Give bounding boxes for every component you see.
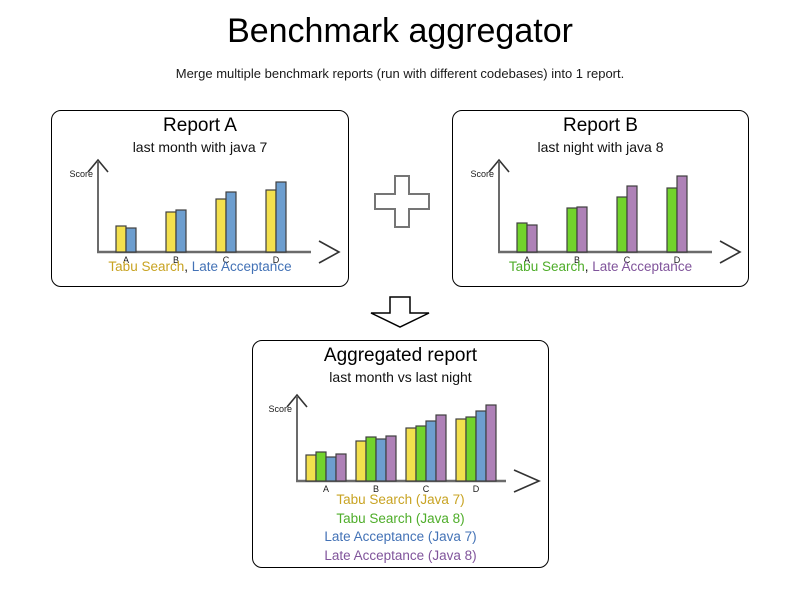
x-tick-b: B <box>574 255 580 265</box>
bar-late-acceptance-c <box>225 191 237 253</box>
bar-tabu-search-java-8-c <box>415 425 427 482</box>
bar-tabu-search-java-8-a <box>315 451 327 482</box>
x-tick-c: C <box>624 255 631 265</box>
bar-late-acceptance-a <box>526 224 538 253</box>
bar-chart-canvas: Score A B C D <box>69 158 341 265</box>
bar-tabu-search-a <box>115 225 127 253</box>
bar-late-acceptance-java-7-c <box>425 420 437 482</box>
y-axis-label: Score <box>268 404 292 414</box>
legend-separator: , <box>184 259 192 274</box>
aggregated-report-title: Aggregated report <box>323 345 478 366</box>
bar-chart-canvas: Score A B C D <box>470 158 742 265</box>
bar-tabu-search-java-7-b <box>355 440 367 482</box>
report-a-chart: Score A B C D <box>58 157 344 274</box>
x-tick-b: B <box>173 255 179 265</box>
legend-item-late-acceptance: Late Acceptance <box>191 259 292 274</box>
bar-late-acceptance-c <box>626 185 638 253</box>
legend-item-late-acceptance-java-7: Late Acceptance (Java 7) <box>324 529 477 544</box>
bar-late-acceptance-d <box>275 181 287 253</box>
y-axis-arrow-icon <box>87 158 109 173</box>
x-axis-arrow-icon <box>318 240 341 264</box>
y-axis-label: Score <box>470 169 494 179</box>
aggregated-report-chart: Score A B C D <box>259 391 545 511</box>
page-title: Benchmark aggregator <box>227 12 573 50</box>
aggregated-report-subtitle: last month vs last night <box>329 369 472 385</box>
bar-tabu-search-java-8-d <box>465 416 477 482</box>
bar-late-acceptance-a <box>125 227 137 253</box>
legend-item-tabu-search: Tabu Search <box>108 259 185 274</box>
x-tick-d: D <box>273 255 280 265</box>
bar-tabu-search-java-7-c <box>405 427 417 482</box>
bar-tabu-search-c <box>215 198 227 253</box>
bar-late-acceptance-java-8-b <box>385 435 397 482</box>
bar-tabu-search-java-7-a <box>305 454 317 482</box>
report-b-legend: Tabu Search, Late Acceptance <box>453 259 748 274</box>
bar-late-acceptance-java-7-b <box>375 438 387 482</box>
plus-icon <box>374 175 430 228</box>
y-axis-label: Score <box>69 169 93 179</box>
x-tick-d: D <box>473 484 480 494</box>
report-a-subtitle: last month with java 7 <box>132 139 268 155</box>
x-tick-c: C <box>223 255 230 265</box>
x-tick-d: D <box>674 255 681 265</box>
report-a-panel: Report A last month with java 7 Score A B C… <box>51 110 349 287</box>
bar-tabu-search-b <box>165 211 177 253</box>
bar-chart-canvas: Score A B C D <box>268 393 541 494</box>
report-b-chart: Score A B C D <box>459 157 745 274</box>
report-b-panel: Report B last night with java 8 Score A B C… <box>452 110 749 287</box>
aggregated-report-panel: Aggregated report last month vs last nig… <box>252 340 549 568</box>
report-b-title: Report B <box>563 115 638 136</box>
bar-late-acceptance-java-8-c <box>435 414 447 482</box>
x-axis-arrow-icon <box>513 469 541 493</box>
x-axis-arrow-icon <box>719 240 742 264</box>
aggregated-report-legend: Tabu Search (Java 7) Tabu Search (Java 8)… <box>253 491 548 565</box>
bar-late-acceptance-java-7-d <box>475 410 487 482</box>
y-axis-arrow-icon <box>488 158 510 173</box>
legend-item-late-acceptance: Late Acceptance <box>592 259 693 274</box>
y-axis-arrow-icon <box>286 393 308 408</box>
x-tick-b: B <box>373 484 379 494</box>
x-tick-c: C <box>423 484 430 494</box>
report-b-subtitle: last night with java 8 <box>537 139 664 155</box>
bar-tabu-search-d <box>666 187 678 253</box>
bar-late-acceptance-java-8-a <box>335 453 347 482</box>
legend-item-tabu-search-java-7: Tabu Search (Java 7) <box>336 492 465 507</box>
x-tick-a: A <box>323 484 329 494</box>
down-arrow-icon <box>370 296 430 328</box>
bar-tabu-search-c <box>616 196 628 253</box>
bar-tabu-search-a <box>516 222 528 253</box>
report-a-legend: Tabu Search, Late Acceptance <box>52 259 348 274</box>
bar-tabu-search-java-8-b <box>365 436 377 482</box>
bar-late-acceptance-b <box>576 206 588 253</box>
bar-tabu-search-java-7-d <box>455 418 467 482</box>
legend-item-tabu-search: Tabu Search <box>508 259 585 274</box>
legend-item-tabu-search-java-8: Tabu Search (Java 8) <box>336 510 465 526</box>
bar-late-acceptance-b <box>175 209 187 253</box>
report-a-title: Report A <box>163 115 237 136</box>
bar-late-acceptance-java-7-a <box>325 456 337 482</box>
bar-late-acceptance-d <box>676 175 688 253</box>
page-subtitle: Merge multiple benchmark reports (run wi… <box>175 66 625 81</box>
bar-tabu-search-b <box>566 207 578 253</box>
legend-item-late-acceptance-java-8: Late Acceptance (Java 8) <box>324 547 477 563</box>
x-tick-a: A <box>123 255 129 265</box>
bar-tabu-search-d <box>265 189 277 253</box>
legend-separator: , <box>584 259 593 274</box>
bar-late-acceptance-java-8-d <box>485 404 497 482</box>
x-tick-a: A <box>524 255 530 265</box>
